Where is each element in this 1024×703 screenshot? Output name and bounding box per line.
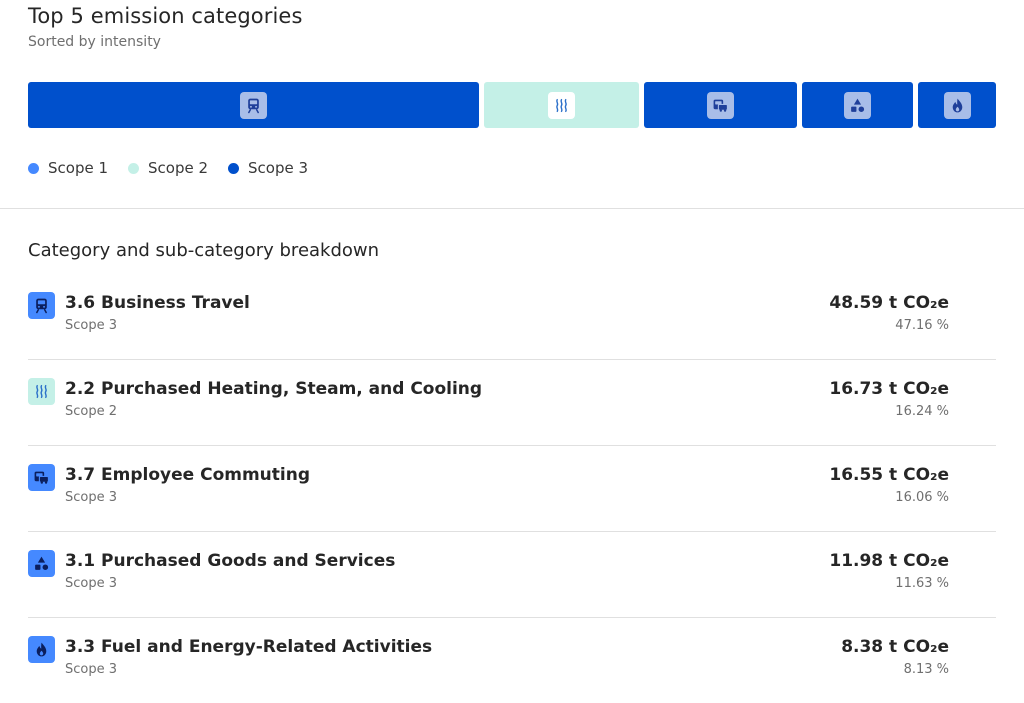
emission-value: 8.38 t CO₂e (841, 637, 949, 657)
category-name: 2.2 Purchased Heating, Steam, and Coolin… (65, 379, 483, 399)
legend-label: Scope 3 (248, 159, 309, 177)
category-scope: Scope 3 (65, 490, 118, 505)
commute-icon (707, 91, 734, 119)
breakdown-row-fuel-energy[interactable]: 3.3 Fuel and Energy-Related Activities S… (28, 618, 996, 703)
category-scope: Scope 3 (65, 662, 118, 677)
flame-icon (943, 91, 971, 119)
legend-item-scope-3: Scope 3 (228, 159, 308, 177)
scope-legend: Scope 1 Scope 2 Scope 3 (28, 159, 308, 177)
shapes-icon (844, 91, 871, 119)
bar-segment[interactable] (802, 82, 913, 128)
page-title: Top 5 emission categories (28, 4, 303, 28)
emission-percent: 8.13 % (903, 662, 949, 677)
category-name: 3.1 Purchased Goods and Services (65, 551, 396, 571)
train-icon (28, 292, 55, 319)
breakdown-title: Category and sub-category breakdown (28, 240, 380, 261)
breakdown-row-heating-steam-cooling[interactable]: 2.2 Purchased Heating, Steam, and Coolin… (28, 360, 996, 446)
breakdown-row-purchased-goods[interactable]: 3.1 Purchased Goods and Services Scope 3… (28, 532, 996, 618)
emission-percent: 47.16 % (895, 318, 949, 333)
emission-value: 11.98 t CO₂e (829, 551, 949, 571)
legend-item-scope-1: Scope 1 (28, 159, 108, 177)
category-scope: Scope 3 (65, 576, 118, 591)
bar-segment[interactable] (644, 82, 797, 128)
train-icon (240, 91, 267, 119)
breakdown-row-business-travel[interactable]: 3.6 Business Travel Scope 3 48.59 t CO₂e… (28, 274, 996, 360)
bar-segment[interactable] (918, 82, 996, 128)
emission-value: 16.55 t CO₂e (829, 465, 949, 485)
emission-percent: 16.24 % (895, 404, 949, 419)
heat-waves-icon (28, 378, 55, 405)
bar-segment[interactable] (28, 82, 479, 128)
legend-item-scope-2: Scope 2 (128, 159, 208, 177)
emission-value: 48.59 t CO₂e (829, 293, 949, 313)
breakdown-row-employee-commuting[interactable]: 3.7 Employee Commuting Scope 3 16.55 t C… (28, 446, 996, 532)
category-name: 3.3 Fuel and Energy-Related Activities (65, 637, 433, 657)
scope-1-dot (28, 162, 39, 174)
heat-waves-icon (548, 91, 575, 119)
legend-label: Scope 1 (48, 159, 109, 177)
header: Top 5 emission categories Sorted by inte… (28, 4, 303, 50)
emission-percent: 16.06 % (895, 490, 949, 505)
page-subtitle: Sorted by intensity (28, 34, 161, 50)
flame-icon (28, 636, 55, 663)
emission-bar-strip (28, 82, 996, 128)
category-scope: Scope 3 (65, 318, 118, 333)
bar-segment[interactable] (484, 82, 639, 128)
breakdown-list: 3.6 Business Travel Scope 3 48.59 t CO₂e… (28, 274, 996, 703)
scope-3-dot (228, 162, 240, 174)
scope-2-dot (128, 162, 140, 174)
commute-icon (28, 464, 55, 491)
category-name: 3.6 Business Travel (65, 293, 250, 313)
legend-label: Scope 2 (148, 159, 209, 177)
section-divider (0, 208, 1024, 209)
category-name: 3.7 Employee Commuting (65, 465, 311, 485)
shapes-icon (28, 550, 55, 577)
category-scope: Scope 2 (65, 404, 118, 419)
emission-percent: 11.63 % (895, 576, 949, 591)
emission-value: 16.73 t CO₂e (829, 379, 949, 399)
